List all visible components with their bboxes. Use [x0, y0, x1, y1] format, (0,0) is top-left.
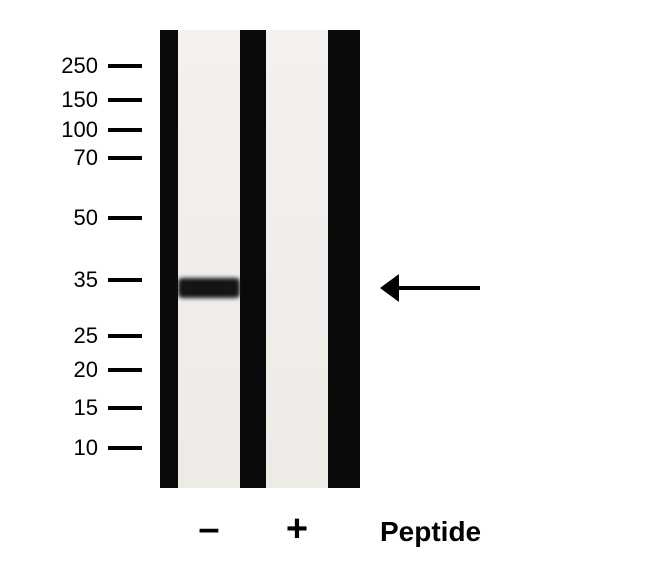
ladder-tick: [108, 156, 142, 160]
ladder-label: 15: [38, 395, 98, 421]
band: [178, 278, 240, 298]
ladder-tick: [108, 334, 142, 338]
ladder-tick: [108, 128, 142, 132]
ladder-tick: [108, 98, 142, 102]
ladder-tick: [108, 406, 142, 410]
ladder-label: 35: [38, 267, 98, 293]
ladder-tick: [108, 64, 142, 68]
ladder-tick: [108, 216, 142, 220]
arrow-head-icon: [380, 274, 399, 302]
lane-plus: [266, 30, 328, 488]
ladder-tick: [108, 446, 142, 450]
ladder-label: 25: [38, 323, 98, 349]
ladder-label: 70: [38, 145, 98, 171]
arrow-shaft: [394, 286, 480, 290]
ladder-label: 150: [38, 87, 98, 113]
ladder-label: 20: [38, 357, 98, 383]
lane-label-peptide: Peptide: [380, 516, 520, 548]
ladder-label: 10: [38, 435, 98, 461]
lane-label-minus: –: [178, 508, 240, 551]
lane-label-plus: +: [266, 508, 328, 551]
ladder-label: 100: [38, 117, 98, 143]
ladder-label: 250: [38, 53, 98, 79]
ladder-tick: [108, 278, 142, 282]
blot-figure: 250 150 10070 50 35 25 20 15 10 – + Peptide: [0, 0, 650, 576]
ladder-label: 50: [38, 205, 98, 231]
blot-frame: [160, 30, 360, 488]
lane-minus: [178, 30, 240, 488]
ladder-tick: [108, 368, 142, 372]
